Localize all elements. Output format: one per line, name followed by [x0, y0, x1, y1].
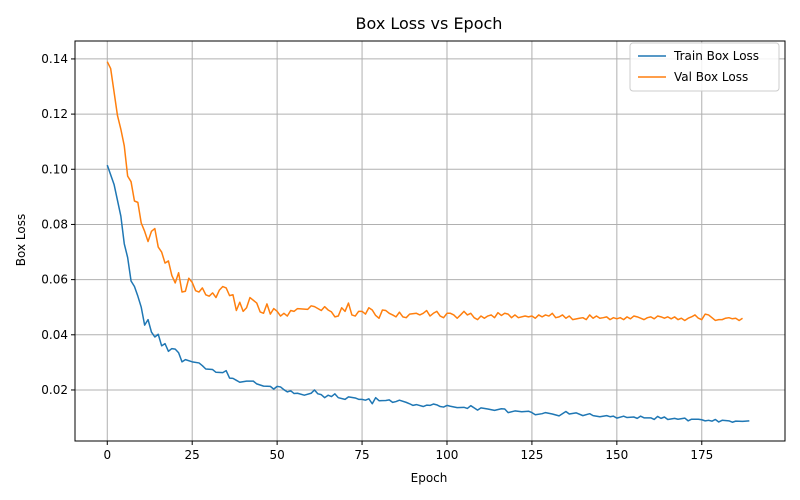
y-tick-label: 0.14 — [41, 52, 68, 66]
chart-title: Box Loss vs Epoch — [356, 14, 503, 33]
plot-area-frame — [74, 40, 786, 442]
legend-label: Val Box Loss — [674, 70, 748, 84]
axis-ticks: 0 25 50 75 100 125 150 175 0.02 0.04 0.06 0.08 0.10 0… — [41, 52, 713, 462]
legend-box — [629, 42, 780, 92]
x-tick-label: 125 — [520, 448, 543, 462]
y-axis-label: Box Loss — [14, 214, 28, 266]
y-tick-label: 0.08 — [41, 217, 68, 231]
series-line-train-box-loss — [106, 164, 750, 423]
legend: Train Box Loss Val Box Loss — [629, 42, 780, 92]
y-tick-label: 0.06 — [41, 273, 68, 287]
x-tick-label: 100 — [436, 448, 459, 462]
x-tick-label: 150 — [605, 448, 628, 462]
series-lines — [106, 61, 750, 423]
legend-label: Train Box Loss — [673, 49, 759, 63]
x-tick-label: 175 — [690, 448, 713, 462]
x-tick-label: 75 — [354, 448, 369, 462]
y-tick-label: 0.02 — [41, 383, 68, 397]
y-tick-label: 0.12 — [41, 107, 68, 121]
grid-lines — [75, 41, 785, 441]
x-axis-label: Epoch — [411, 471, 448, 485]
y-tick-label: 0.04 — [41, 328, 68, 342]
y-tick-label: 0.10 — [41, 162, 68, 176]
x-tick-label: 0 — [103, 448, 111, 462]
x-tick-label: 50 — [269, 448, 284, 462]
x-tick-label: 25 — [185, 448, 200, 462]
series-line-val-box-loss — [106, 61, 743, 322]
